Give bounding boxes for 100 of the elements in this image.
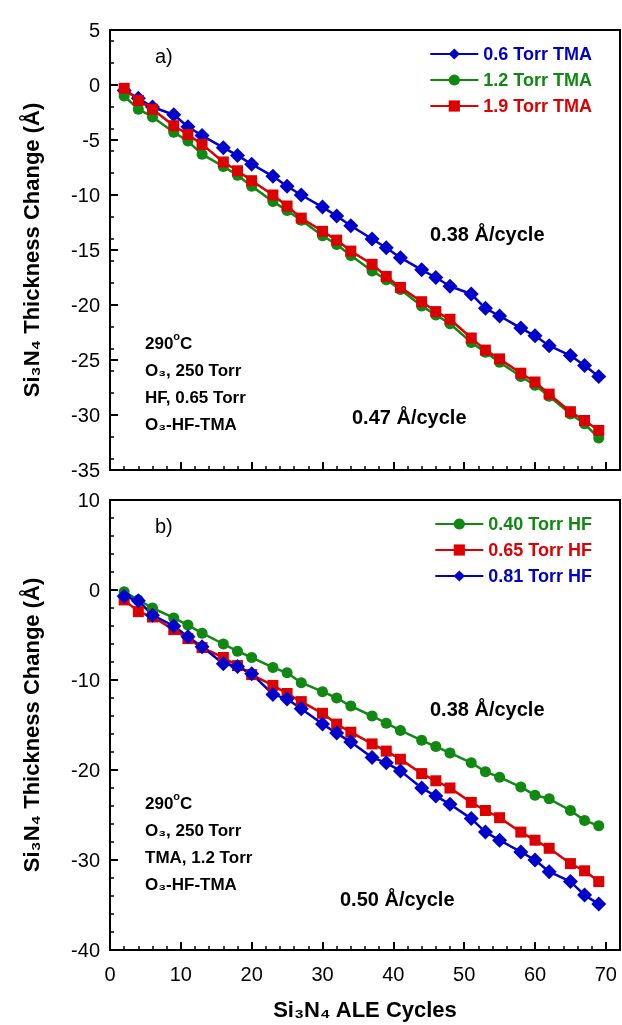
point	[414, 780, 430, 796]
point	[477, 300, 493, 316]
point	[591, 369, 607, 384]
point	[343, 218, 359, 234]
y-tick-label: -30	[71, 849, 100, 871]
point	[315, 199, 330, 215]
point	[442, 278, 458, 294]
point	[515, 781, 527, 793]
point	[529, 789, 541, 801]
point	[529, 834, 541, 846]
point	[364, 231, 380, 247]
point	[317, 686, 328, 698]
point	[217, 156, 229, 168]
point	[295, 677, 307, 689]
point	[244, 156, 260, 172]
y-axis-title: Si₃N₄ Thickness Change (Å)	[17, 577, 44, 873]
point	[267, 661, 279, 673]
y-tick-label: 0	[88, 74, 100, 96]
point	[345, 700, 357, 712]
point	[215, 656, 231, 672]
point	[492, 832, 508, 848]
point	[444, 782, 456, 794]
annotation: a)	[155, 45, 173, 67]
point	[132, 606, 144, 618]
point	[364, 749, 380, 765]
point	[442, 796, 458, 812]
point	[246, 175, 258, 187]
point	[513, 844, 529, 860]
point	[145, 607, 160, 623]
legend-label: 1.9 Torr TMA	[483, 96, 593, 116]
point	[543, 842, 555, 854]
point	[331, 234, 343, 246]
x-tick-label: 20	[240, 963, 263, 985]
x-tick-label: 70	[594, 963, 617, 985]
point	[579, 415, 591, 426]
annotation: 0.38 Å/cycle	[430, 221, 545, 245]
point	[463, 811, 479, 827]
point	[366, 738, 378, 750]
point	[232, 645, 243, 657]
point	[118, 82, 130, 94]
point	[380, 717, 392, 729]
point	[180, 629, 196, 645]
point	[430, 741, 442, 753]
point	[392, 250, 408, 266]
point	[329, 208, 345, 224]
point	[182, 619, 194, 631]
point	[541, 338, 557, 354]
point	[116, 588, 132, 604]
point	[196, 138, 208, 150]
y-tick-label: -5	[82, 129, 100, 151]
point	[267, 189, 279, 201]
point	[345, 245, 357, 257]
annotation: b)	[155, 515, 173, 537]
point	[394, 724, 406, 736]
y-tick-label: -35	[71, 459, 100, 481]
y-tick-label: 5	[88, 19, 100, 41]
point	[428, 788, 444, 804]
point	[166, 618, 182, 634]
point	[196, 627, 208, 639]
point	[564, 805, 576, 816]
x-tick-label: 60	[523, 963, 547, 985]
point	[579, 814, 591, 826]
x-axis-title: Si₃N₄ ALE Cycles	[273, 996, 457, 1022]
point	[444, 313, 456, 325]
point	[579, 865, 591, 877]
point	[265, 168, 281, 184]
point	[232, 165, 243, 177]
point	[416, 734, 428, 746]
point	[430, 775, 442, 787]
point	[593, 820, 605, 832]
point	[279, 691, 295, 707]
point	[378, 755, 394, 771]
point	[477, 824, 493, 840]
point	[265, 686, 281, 702]
point	[444, 747, 456, 759]
x-tick-label: 10	[169, 963, 192, 985]
point	[593, 876, 605, 888]
point	[182, 129, 194, 140]
point	[564, 858, 576, 870]
point	[416, 296, 428, 308]
annotation: 0.38 Å/cycle	[430, 696, 545, 720]
x-tick-label: 30	[311, 963, 334, 985]
point	[463, 286, 479, 302]
point	[331, 692, 343, 704]
point	[315, 716, 330, 732]
y-tick-label: 10	[77, 489, 100, 511]
x-tick-label: 0	[104, 963, 116, 985]
point	[293, 701, 309, 717]
point	[166, 107, 182, 123]
point	[317, 225, 328, 237]
point	[465, 332, 477, 344]
x-tick-label: 40	[382, 963, 405, 985]
y-tick-label: 0	[88, 579, 100, 601]
x-tick-label: 50	[453, 963, 476, 985]
annotation: 0.50 Å/cycle	[340, 886, 455, 910]
point	[494, 812, 506, 824]
point	[345, 726, 357, 738]
point	[527, 852, 543, 868]
y-tick-label: -10	[71, 184, 100, 206]
y-tick-label: -10	[71, 669, 100, 691]
